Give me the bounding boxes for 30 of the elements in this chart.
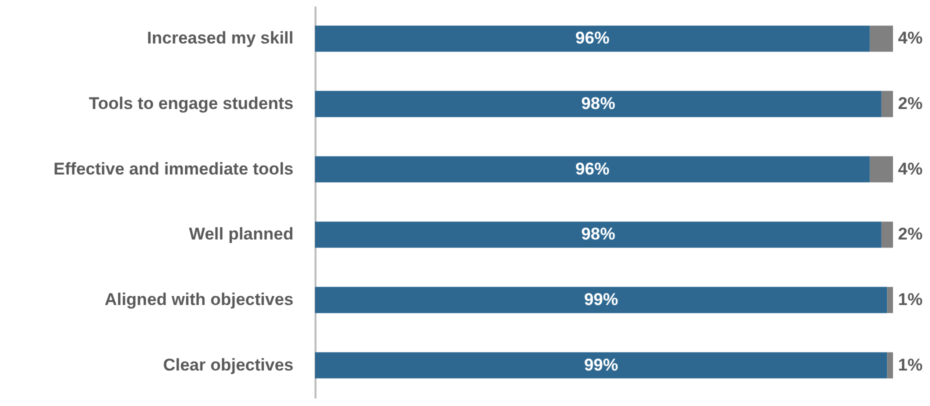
bar <box>315 352 888 378</box>
y-tick-label: Aligned with objectives <box>104 290 294 309</box>
bar <box>315 156 870 182</box>
data-label: 99% <box>584 290 618 309</box>
data-label: 96% <box>575 159 610 178</box>
bar <box>315 90 882 118</box>
data-label: 1% <box>898 355 923 374</box>
bar <box>870 156 893 182</box>
data-label: 2% <box>898 94 923 113</box>
y-tick-label: Tools to engage students <box>88 94 294 113</box>
data-label: 96% <box>575 28 610 48</box>
bar <box>870 26 893 52</box>
y-tick-label: Well planned <box>188 224 294 244</box>
bar <box>881 90 893 118</box>
data-label: 99% <box>584 355 618 374</box>
data-label: 98% <box>581 224 616 244</box>
bar <box>887 352 893 378</box>
bar <box>315 286 888 314</box>
y-tick-label: Clear objectives <box>163 355 294 374</box>
bar <box>887 286 893 314</box>
data-label: 98% <box>581 94 616 113</box>
bar <box>315 222 882 248</box>
data-label: 1% <box>898 290 923 309</box>
bar <box>881 222 893 248</box>
data-label: 4% <box>898 159 923 178</box>
y-tick-label: Effective and immediate tools <box>54 159 294 178</box>
data-label: 4% <box>898 28 923 48</box>
bar <box>315 26 870 52</box>
data-label: 2% <box>898 224 923 244</box>
y-tick-label: Increased my skill <box>147 28 294 48</box>
